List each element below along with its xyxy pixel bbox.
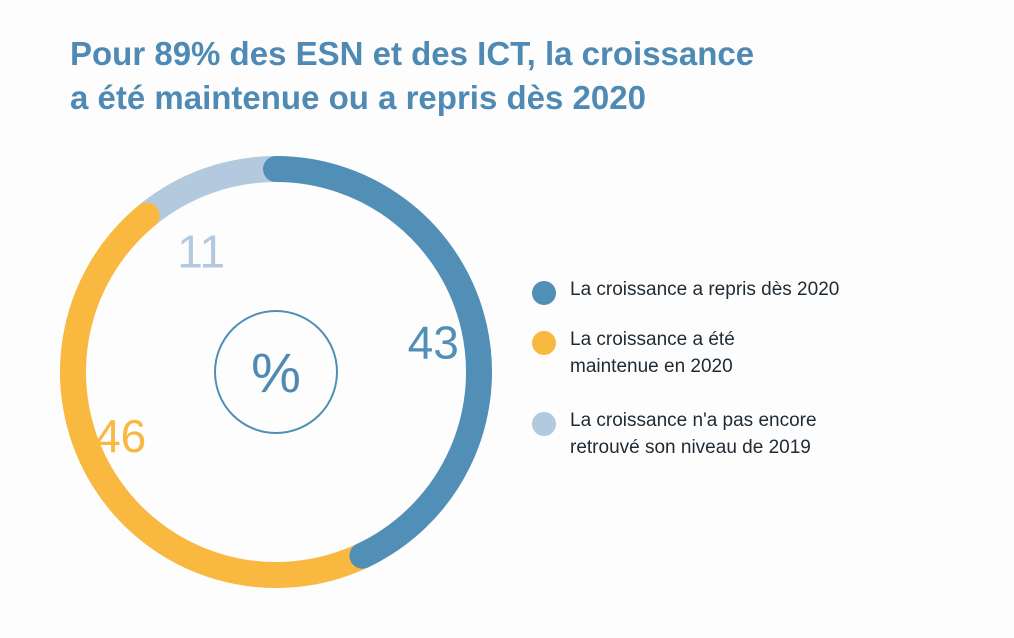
legend-item-maintenue: La croissance a été maintenue en 2020 [532, 326, 952, 380]
legend-item-repris: La croissance a repris dès 2020 [532, 276, 952, 305]
value-label-maintenue: 46 [95, 410, 146, 462]
donut-slice-pas-encore [138, 156, 277, 226]
legend-swatch-repris [532, 281, 556, 305]
legend-label-pas-encore-line-1: La croissance n'a pas encore [570, 410, 817, 431]
center-circle [214, 310, 338, 434]
chart-title: Pour 89% des ESN et des ICT, la croissan… [70, 32, 970, 120]
legend-label-repris-line-1: La croissance a repris dès 2020 [570, 279, 840, 300]
donut-slice-maintenue [60, 202, 376, 588]
legend-label-maintenue-line-1: La croissance a été [570, 329, 735, 350]
title-line-1: Pour 89% des ESN et des ICT, la croissan… [70, 35, 755, 72]
value-label-repris: 43 [408, 317, 459, 369]
legend-item-pas-encore: La croissance n'a pas encore retrouvé so… [532, 407, 952, 461]
chart-legend: La croissance a repris dès 2020 La crois… [532, 276, 952, 482]
title-line-2: a été maintenue ou a repris dès 2020 [70, 79, 646, 116]
donut-slice-repris [263, 156, 492, 569]
center-unit-label: % [251, 341, 301, 404]
value-label-pas-encore: 11 [177, 225, 225, 277]
legend-label-pas-encore-line-2: retrouvé son niveau de 2019 [570, 437, 811, 458]
donut-chart: % 43 46 11 [60, 156, 492, 588]
legend-swatch-pas-encore [532, 412, 556, 436]
legend-swatch-maintenue [532, 331, 556, 355]
legend-label-maintenue-line-2: maintenue en 2020 [570, 356, 733, 377]
